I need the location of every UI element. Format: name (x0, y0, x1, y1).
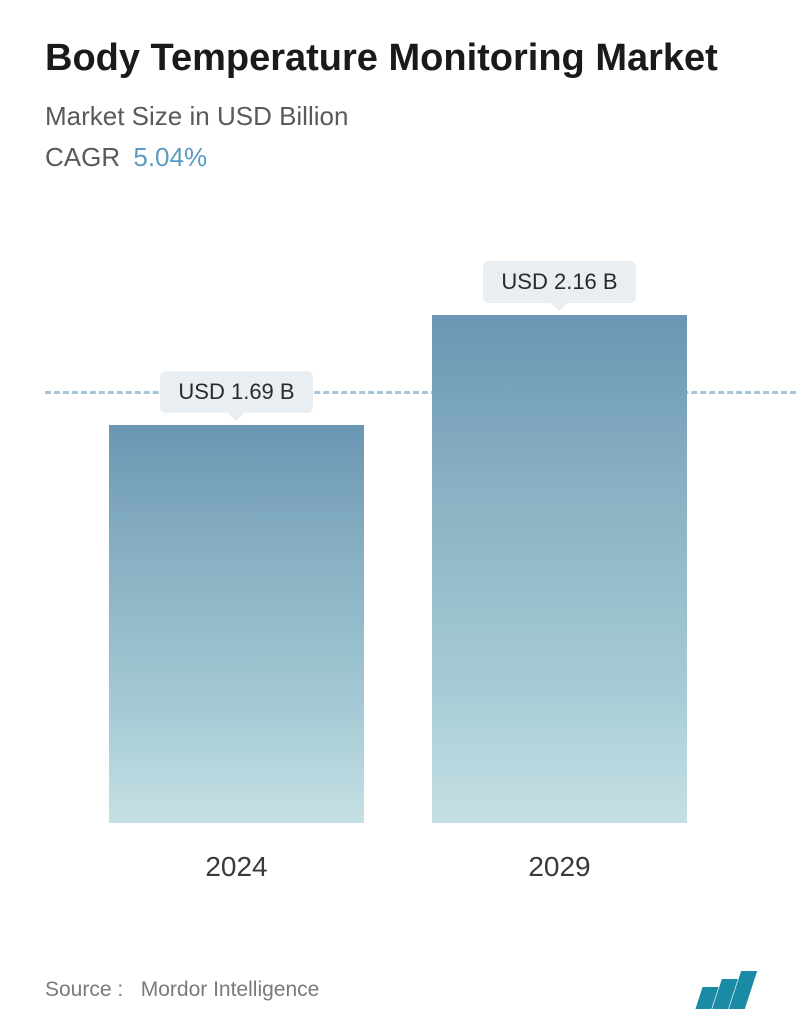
cagr-label: CAGR (45, 142, 120, 172)
value-label-2024: USD 1.69 B (160, 371, 312, 413)
chart-area: USD 1.69 B USD 2.16 B 2024 2029 (45, 243, 751, 883)
source-label: Source : (45, 978, 123, 1001)
bar-group-2029: USD 2.16 B (432, 261, 687, 823)
x-axis-labels: 2024 2029 (75, 851, 721, 883)
bar-2029 (432, 315, 687, 823)
value-label-2029: USD 2.16 B (483, 261, 635, 303)
footer: Source : Mordor Intelligence (45, 971, 751, 1009)
source-attribution: Source : Mordor Intelligence (45, 978, 319, 1002)
bar-2024 (109, 425, 364, 823)
source-name: Mordor Intelligence (141, 978, 320, 1001)
x-label-2024: 2024 (109, 851, 364, 883)
chart-title: Body Temperature Monitoring Market (45, 35, 751, 83)
x-label-2029: 2029 (432, 851, 687, 883)
bar-group-2024: USD 1.69 B (109, 371, 364, 823)
chart-container: Body Temperature Monitoring Market Marke… (0, 0, 796, 1034)
mordor-logo-icon (699, 971, 751, 1009)
cagr-value: 5.04% (133, 142, 207, 172)
cagr-line: CAGR 5.04% (45, 142, 751, 173)
chart-subtitle: Market Size in USD Billion (45, 101, 751, 132)
bars-wrapper: USD 1.69 B USD 2.16 B (75, 263, 721, 823)
